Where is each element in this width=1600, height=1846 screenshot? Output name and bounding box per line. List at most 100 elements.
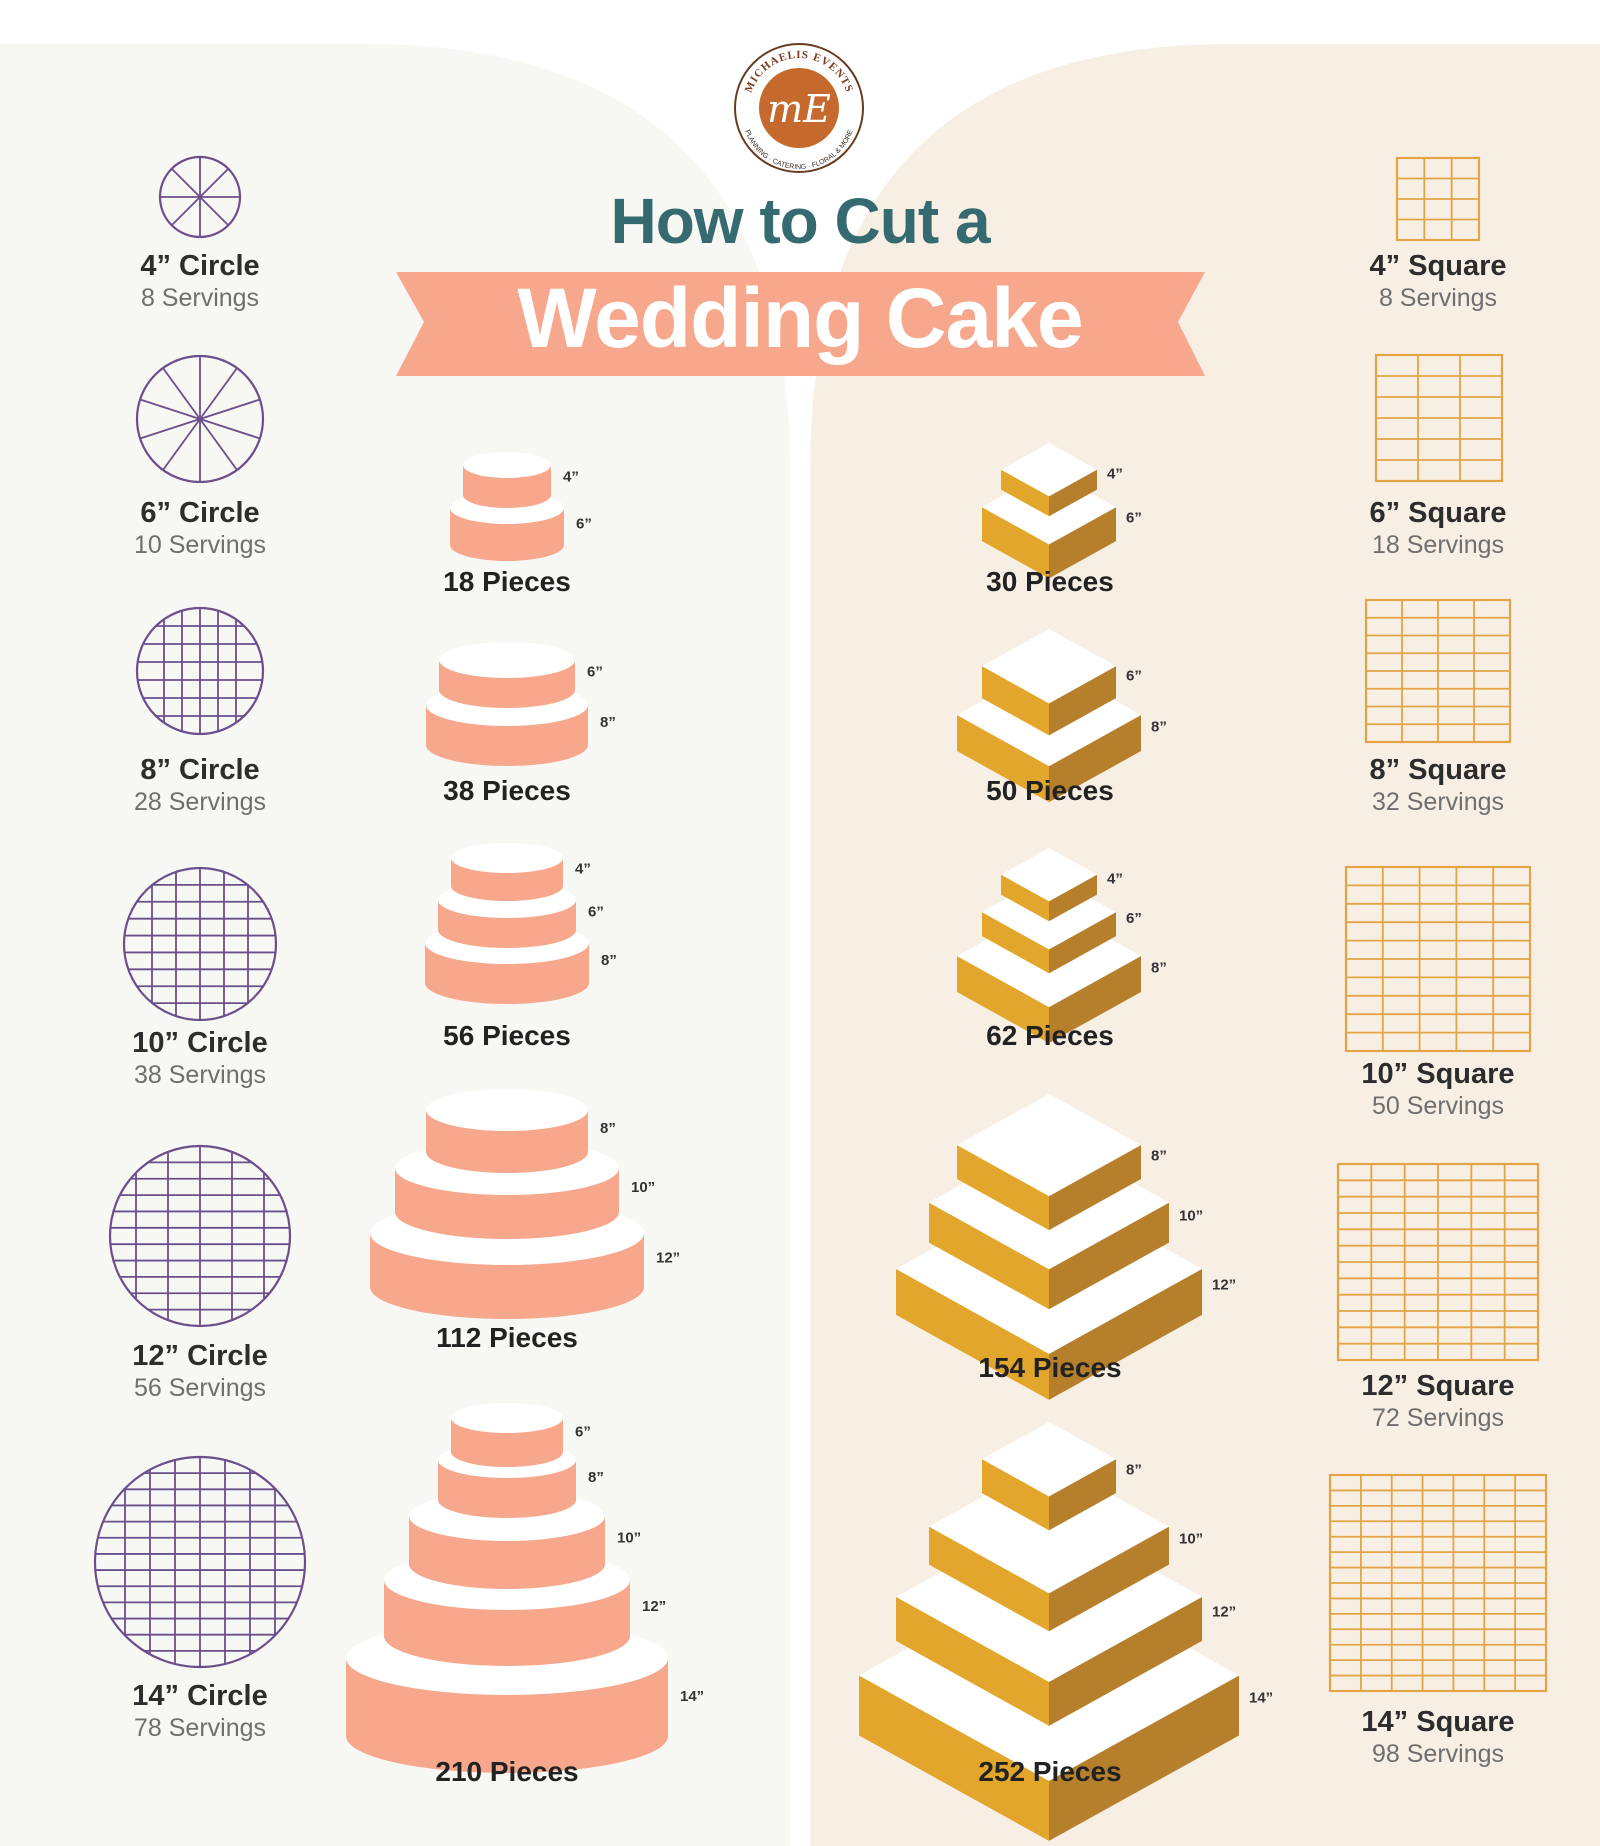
square-tiered-cake: 8” 6” 4” [957, 848, 1167, 1044]
tier-right-face [1049, 1459, 1116, 1531]
round-cake-pieces: 18 Pieces [443, 566, 571, 597]
square-cake-pieces: 154 Pieces [978, 1352, 1122, 1383]
tier-top [982, 1422, 1116, 1497]
square-label-14: 14” Square 98 Servings [1361, 1706, 1515, 1768]
tier-right-face [1049, 1145, 1141, 1231]
cake-tier: 4” [1001, 848, 1123, 922]
square-tiered-cake: 14” 12” 10” 8” [859, 1422, 1273, 1841]
tier-left-face [929, 1202, 1049, 1310]
circle-label-14: 14” Circle 78 Servings [132, 1680, 268, 1742]
cut-line [171, 196, 201, 226]
tier-right-face [1049, 469, 1097, 517]
tier-size-label: 8” [1151, 959, 1167, 976]
tier-top [982, 629, 1116, 704]
round-cake-pieces: 38 Pieces [443, 775, 571, 806]
cut-line [199, 196, 229, 226]
square-cutting-guide [1364, 598, 1512, 744]
tier-right-face [1049, 874, 1097, 922]
tier-size-label: 12” [656, 1250, 680, 1267]
cake-tier: 6” [451, 1403, 591, 1467]
square-cutting-guide [1328, 1473, 1548, 1693]
square-label-12: 12” Square 72 Servings [1361, 1370, 1515, 1432]
circle-label-12: 12” Circle 56 Servings [132, 1340, 268, 1402]
cut-line [139, 418, 201, 440]
circle-cutting-guide [122, 866, 278, 1022]
square-cutting-guide [1395, 156, 1481, 242]
cake-tier: 8” [982, 1422, 1142, 1531]
tier-top [451, 843, 563, 873]
cake-tier: 6” [439, 642, 603, 708]
tier-right-face [1049, 715, 1141, 803]
tier-left-face [982, 912, 1049, 974]
square-cutting-guide [1336, 1162, 1540, 1362]
tier-size-label: 4” [1107, 871, 1123, 888]
tier-right-face [1049, 507, 1116, 579]
round-cake-pieces: 112 Pieces [436, 1322, 578, 1353]
tier-right-face [1049, 956, 1141, 1044]
tier-size-label: 10” [1179, 1531, 1203, 1548]
tier-size-label: 8” [1126, 1461, 1142, 1478]
title-line-1: How to Cut a [610, 185, 990, 257]
tier-top [426, 1089, 588, 1131]
square-cutting-guide [1374, 353, 1504, 483]
tier-size-label: 14” [680, 1688, 704, 1705]
tier-size-label: 14” [1249, 1689, 1273, 1706]
tier-size-label: 6” [1126, 910, 1142, 927]
tier-size-label: 12” [1212, 1604, 1236, 1621]
tier-size-label: 8” [601, 952, 617, 969]
round-cake-pieces: 210 Pieces [435, 1756, 579, 1787]
tier-size-label: 8” [1151, 1147, 1167, 1164]
tier-size-label: 4” [563, 469, 579, 486]
square-label-6: 6” Square 18 Servings [1369, 497, 1507, 559]
cut-line [199, 418, 238, 471]
tier-left-face [859, 1675, 1049, 1841]
tier-top [439, 642, 575, 678]
cut-line [171, 168, 201, 198]
tier-right-face [1049, 912, 1116, 974]
square-cake-pieces: 62 Pieces [986, 1020, 1114, 1051]
left-panel [0, 44, 790, 1846]
title-banner [396, 272, 1205, 376]
tier-right-face [1049, 1526, 1169, 1632]
tier-left-face [982, 1459, 1049, 1531]
cake-tier: 8” [957, 1094, 1167, 1231]
tier-left-face [957, 956, 1049, 1044]
cut-line [199, 398, 261, 420]
cut-line [199, 168, 229, 198]
circle-cutting-guide [135, 354, 265, 484]
round-tiered-cake: 8” 6” 4” [425, 843, 617, 1004]
tier-right-face [1049, 1675, 1239, 1841]
cake-tier: 8” [426, 1089, 616, 1173]
tier-left-face [957, 715, 1049, 803]
tier-left-face [1001, 874, 1049, 922]
tier-size-label: 12” [642, 1598, 666, 1615]
circle-cutting-guide [108, 1144, 292, 1328]
square-cake-pieces: 252 Pieces [978, 1756, 1122, 1787]
square-cutting-guide [1344, 865, 1532, 1053]
circle-cutting-guide [93, 1455, 307, 1669]
tier-top [463, 452, 551, 478]
circle-cutting-guide [135, 606, 265, 736]
tier-left-face [1001, 469, 1049, 517]
round-tiered-cake: 8” 6” [426, 642, 616, 766]
circle-label-10: 10” Circle 38 Servings [132, 1027, 268, 1089]
tier-right-face [1049, 1202, 1169, 1310]
cut-line [162, 418, 201, 471]
tier-size-label: 10” [631, 1179, 655, 1196]
tier-left-face [896, 1596, 1049, 1726]
tier-right-face [1049, 1268, 1202, 1400]
tier-top [1001, 848, 1097, 902]
tier-left-face [896, 1268, 1049, 1400]
circle-cutting-guide [158, 155, 242, 239]
square-label-8: 8” Square 32 Servings [1369, 754, 1507, 816]
tier-size-label: 8” [1151, 718, 1167, 735]
circle-label-8: 8” Circle 28 Servings [133, 754, 267, 816]
square-tiered-cake: 8” 6” [957, 629, 1167, 803]
square-label-4: 4” Square 8 Servings [1369, 250, 1507, 312]
tier-size-label: 10” [1179, 1208, 1203, 1225]
tier-right-face [1049, 666, 1116, 736]
tier-left-face [957, 1145, 1049, 1231]
square-cake-pieces: 30 Pieces [986, 566, 1114, 597]
tier-size-label: 6” [588, 904, 604, 921]
